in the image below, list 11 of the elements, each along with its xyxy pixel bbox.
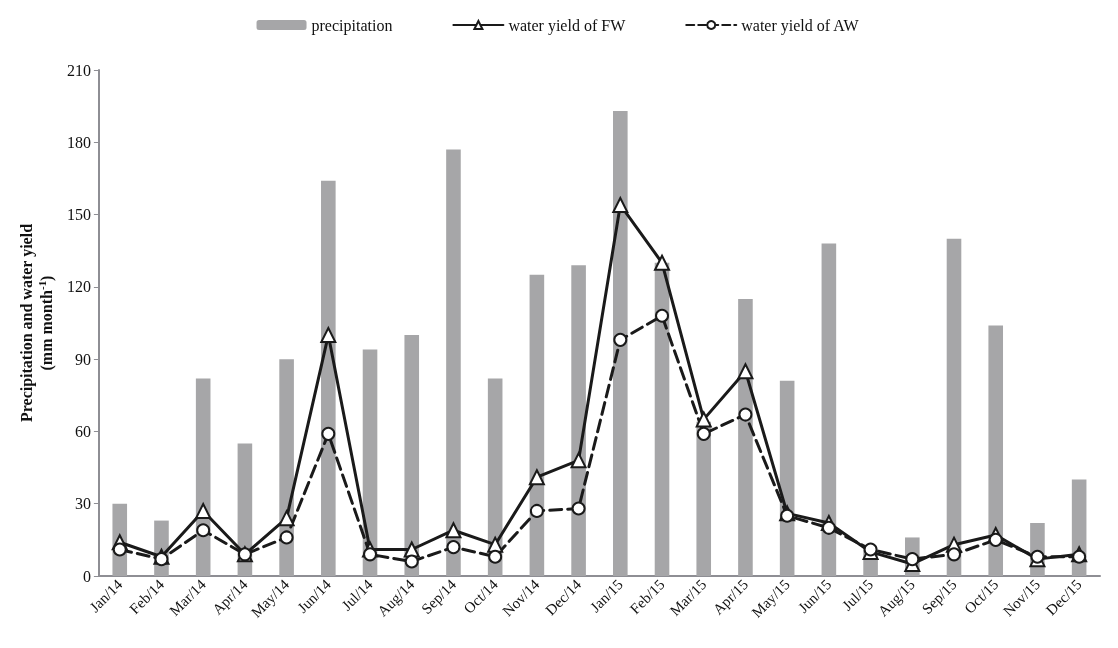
y-tick-label: 60 [74,422,91,440]
legend-label: water yield of AW [741,16,860,35]
y-tick-label: 90 [74,350,91,368]
y-tick-label: 30 [74,495,91,513]
y-tick-label: 150 [66,206,91,224]
y-tick-label: 180 [66,133,91,151]
y-tick-label: 210 [66,61,91,79]
legend-label: water yield of FW [508,16,627,35]
y-tick-label: 120 [66,278,91,296]
legend-label: precipitation [311,16,393,35]
y-tick-label: 0 [82,567,91,585]
